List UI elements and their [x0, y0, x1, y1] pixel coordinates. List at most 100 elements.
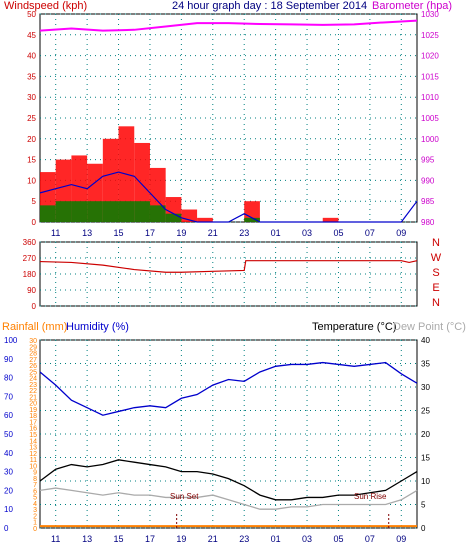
wind-tick-label: 10 — [27, 176, 36, 185]
barometer-label: Barometer (hpa) — [372, 0, 452, 12]
barometer-line — [39, 19, 418, 32]
wind-min-bar — [55, 201, 72, 222]
rainfall-label: Rainfall (mm) — [2, 321, 67, 333]
direction-letter: S — [432, 267, 439, 279]
hour-tick-label: 19 — [176, 534, 186, 544]
direction-grid — [40, 241, 417, 307]
wind-tick-label: 40 — [27, 52, 36, 61]
wind-min-bar — [40, 205, 56, 222]
rain-tick-label: 14 — [29, 438, 37, 445]
humidity-label: Humidity (%) — [66, 321, 129, 333]
wind-axes: 0510152025303540455098098599099510001005… — [27, 10, 439, 238]
hour-tick-label: 21 — [208, 534, 218, 544]
rain-tick-label: 15 — [29, 432, 37, 439]
rain-tick-label: 2 — [33, 513, 37, 520]
rain-tick-label: 3 — [33, 507, 37, 514]
hour-tick-label: 13 — [82, 228, 92, 238]
hour-tick-label: 17 — [145, 228, 155, 238]
rain-tick-label: 0 — [33, 526, 37, 533]
humidity-tick-label: 0 — [4, 524, 9, 533]
humidity-tick-label: 100 — [4, 336, 18, 345]
wind-avg-line — [39, 171, 418, 223]
rain-tick-label: 6 — [33, 488, 37, 495]
sunset-label: Sun Set — [170, 492, 199, 501]
hour-tick-label: 19 — [176, 228, 186, 238]
baro-tick-label: 1025 — [421, 31, 439, 40]
hour-tick-label: 07 — [365, 228, 375, 238]
wind-min-bar — [134, 201, 150, 222]
baro-tick-label: 1030 — [421, 10, 439, 19]
rain-tick-label: 5 — [33, 495, 37, 502]
baro-tick-label: 1005 — [421, 114, 439, 123]
wind-tick-label: 50 — [27, 10, 36, 19]
rain-tick-label: 16 — [29, 426, 37, 433]
hour-tick-label: 07 — [365, 534, 375, 544]
direction-plot-area — [39, 241, 418, 307]
direction-letter: N — [432, 297, 440, 309]
baro-tick-label: 990 — [421, 176, 435, 185]
wind-min-bar — [149, 205, 166, 222]
temperature-tick-label: 5 — [421, 501, 426, 510]
climate-plot-area — [39, 339, 418, 529]
wind-tick-label: 35 — [27, 72, 36, 81]
dewpoint-label: Dew Point (°C) — [393, 321, 466, 333]
rain-tick-label: 23 — [29, 382, 37, 389]
humidity-tick-label: 20 — [4, 486, 13, 495]
direction-letter: W — [431, 252, 442, 264]
wind-min-bar — [87, 201, 103, 222]
direction-tick-label: 90 — [27, 286, 36, 295]
rain-tick-label: 21 — [29, 394, 37, 401]
wind-tick-label: 25 — [27, 114, 36, 123]
rain-tick-label: 12 — [29, 451, 37, 458]
hour-tick-label: 15 — [114, 534, 124, 544]
rain-tick-label: 27 — [29, 357, 37, 364]
hour-tick-label: 09 — [396, 228, 406, 238]
humidity-tick-label: 10 — [4, 505, 13, 514]
temperature-tick-label: 15 — [421, 454, 430, 463]
hour-tick-label: 05 — [333, 228, 343, 238]
hour-tick-label: 11 — [51, 534, 60, 544]
wind-tick-label: 30 — [27, 93, 36, 102]
wind-tick-label: 5 — [32, 197, 37, 206]
rain-tick-label: 29 — [29, 344, 37, 351]
wind-min-bar — [102, 201, 119, 222]
gust-bar — [244, 201, 260, 222]
direction-letter: N — [432, 237, 440, 249]
baro-tick-label: 1010 — [421, 93, 439, 102]
rain-tick-label: 10 — [29, 463, 37, 470]
direction-series — [39, 260, 418, 273]
hour-tick-label: 13 — [82, 534, 92, 544]
wind-min-bar — [165, 213, 182, 222]
hour-tick-label: 23 — [239, 228, 249, 238]
hour-tick-label: 17 — [145, 534, 155, 544]
humidity-tick-label: 80 — [4, 374, 13, 383]
rain-tick-label: 25 — [29, 369, 37, 376]
humidity-tick-label: 40 — [4, 449, 13, 458]
rain-tick-label: 4 — [33, 501, 37, 508]
climate-axes: 0102030405060708090100012345678910111213… — [4, 336, 430, 544]
temperature-tick-label: 30 — [421, 383, 430, 392]
rain-tick-label: 11 — [30, 457, 37, 464]
wind-min-bar — [71, 201, 88, 222]
sunrise-label: Sun Rise — [354, 492, 387, 501]
temperature-tick-label: 40 — [421, 336, 430, 345]
wind-tick-label: 15 — [27, 156, 36, 165]
wind-tick-label: 20 — [27, 135, 36, 144]
hour-tick-label: 05 — [333, 534, 343, 544]
graph-title: 24 hour graph day : 18 September 2014 — [172, 0, 367, 12]
rain-tick-label: 30 — [29, 338, 37, 345]
wind-tick-label: 0 — [32, 218, 37, 227]
rain-tick-label: 17 — [29, 419, 37, 426]
hour-tick-label: 01 — [271, 534, 281, 544]
rain-tick-label: 13 — [29, 445, 37, 452]
direction-tick-label: 360 — [23, 238, 37, 247]
rain-tick-label: 19 — [29, 407, 37, 414]
gust-bar — [197, 217, 213, 222]
hour-tick-label: 21 — [208, 228, 218, 238]
direction-tick-label: 270 — [23, 254, 37, 263]
temperature-tick-label: 10 — [421, 477, 430, 486]
humidity-tick-label: 90 — [4, 355, 13, 364]
baro-tick-label: 995 — [421, 156, 435, 165]
temperature-tick-label: 20 — [421, 430, 430, 439]
rain-tick-label: 24 — [29, 376, 37, 383]
